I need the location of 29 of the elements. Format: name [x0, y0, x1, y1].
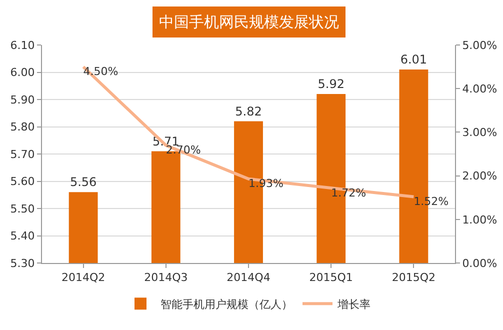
y-tick-label: 6.00	[10, 66, 35, 80]
legend-label: 增长率	[336, 298, 370, 311]
y-tick-label: 5.60	[10, 175, 35, 188]
x-tick-label: 2015Q1	[309, 271, 353, 284]
y-tick-label: 5.50	[10, 202, 35, 216]
data-label: 5.56	[70, 175, 97, 190]
data-label: 5.82	[235, 104, 262, 118]
y2-tick-label: 3.00%	[462, 126, 498, 140]
y-tick-label: 5.30	[10, 256, 35, 270]
data-label: 6.01	[400, 52, 428, 67]
y2-tick-label: 4.00%	[462, 82, 498, 96]
y-tick-label: 6.10	[10, 38, 35, 52]
y-tick-label: 5.80	[10, 120, 35, 134]
y2-tick-label: 0.00%	[462, 256, 498, 270]
data-label: 1.72%	[331, 186, 366, 200]
data-label: 5.92	[318, 77, 344, 92]
x-tick-label: 2015Q2	[392, 271, 436, 284]
chart-title: 中国手机网民规模发展状况	[159, 13, 339, 31]
y-tick-label: 5.70	[10, 148, 35, 161]
y-tick-label: 5.90	[10, 93, 35, 106]
data-label: 1.93%	[248, 177, 284, 190]
y2-tick-label: 1.00%	[462, 213, 498, 226]
y2-tick-label: 2.00%	[462, 170, 498, 183]
x-tick-label: 2014Q4	[226, 271, 270, 284]
x-tick-label: 2014Q3	[144, 271, 188, 284]
x-tick-label: 2014Q2	[61, 271, 106, 284]
y-tick-label: 5.40	[10, 230, 35, 243]
legend-label: 智能手机用户规模（亿人）	[160, 298, 292, 311]
y2-tick-label: 5.00%	[462, 38, 498, 52]
